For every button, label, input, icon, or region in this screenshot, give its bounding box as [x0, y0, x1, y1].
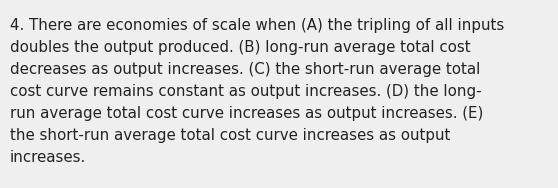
Text: doubles the output produced. (B) long-run average total cost: doubles the output produced. (B) long-ru… — [10, 40, 470, 55]
Text: the short-run average total cost curve increases as output: the short-run average total cost curve i… — [10, 128, 450, 143]
Text: 4. There are economies of scale when (A) the tripling of all inputs: 4. There are economies of scale when (A)… — [10, 18, 504, 33]
Text: cost curve remains constant as output increases. (D) the long-: cost curve remains constant as output in… — [10, 84, 482, 99]
Text: increases.: increases. — [10, 150, 86, 165]
Text: run average total cost curve increases as output increases. (E): run average total cost curve increases a… — [10, 106, 483, 121]
Text: decreases as output increases. (C) the short-run average total: decreases as output increases. (C) the s… — [10, 62, 480, 77]
